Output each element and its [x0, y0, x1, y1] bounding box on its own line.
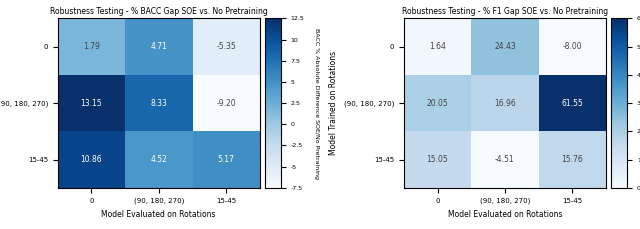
Text: 5.17: 5.17 — [218, 155, 234, 164]
Y-axis label: Model Trained on Rotations: Model Trained on Rotations — [329, 51, 338, 155]
X-axis label: Model Evaluated on Rotations: Model Evaluated on Rotations — [447, 210, 562, 218]
Y-axis label: BACC % Absolute Difference SOE/No Pretraining: BACC % Absolute Difference SOE/No Pretra… — [314, 27, 319, 179]
Title: Robustness Testing - % F1 Gap SOE vs. No Pretraining: Robustness Testing - % F1 Gap SOE vs. No… — [402, 7, 608, 16]
Text: 10.86: 10.86 — [81, 155, 102, 164]
Text: 4.71: 4.71 — [150, 42, 167, 51]
Title: Robustness Testing - % BACC Gap SOE vs. No Pretraining: Robustness Testing - % BACC Gap SOE vs. … — [50, 7, 268, 16]
Text: 15.76: 15.76 — [561, 155, 583, 164]
Text: 24.43: 24.43 — [494, 42, 516, 51]
X-axis label: Model Evaluated on Rotations: Model Evaluated on Rotations — [102, 210, 216, 218]
Text: 1.79: 1.79 — [83, 42, 100, 51]
Text: -8.00: -8.00 — [563, 42, 582, 51]
Text: -9.20: -9.20 — [216, 98, 236, 108]
Text: 61.55: 61.55 — [561, 98, 583, 108]
Text: -4.51: -4.51 — [495, 155, 515, 164]
Text: 20.05: 20.05 — [427, 98, 449, 108]
Text: 8.33: 8.33 — [150, 98, 167, 108]
Text: 13.15: 13.15 — [81, 98, 102, 108]
Text: 1.64: 1.64 — [429, 42, 446, 51]
Text: 15.05: 15.05 — [427, 155, 449, 164]
Text: 4.52: 4.52 — [150, 155, 167, 164]
Text: 16.96: 16.96 — [494, 98, 516, 108]
Text: -5.35: -5.35 — [216, 42, 236, 51]
